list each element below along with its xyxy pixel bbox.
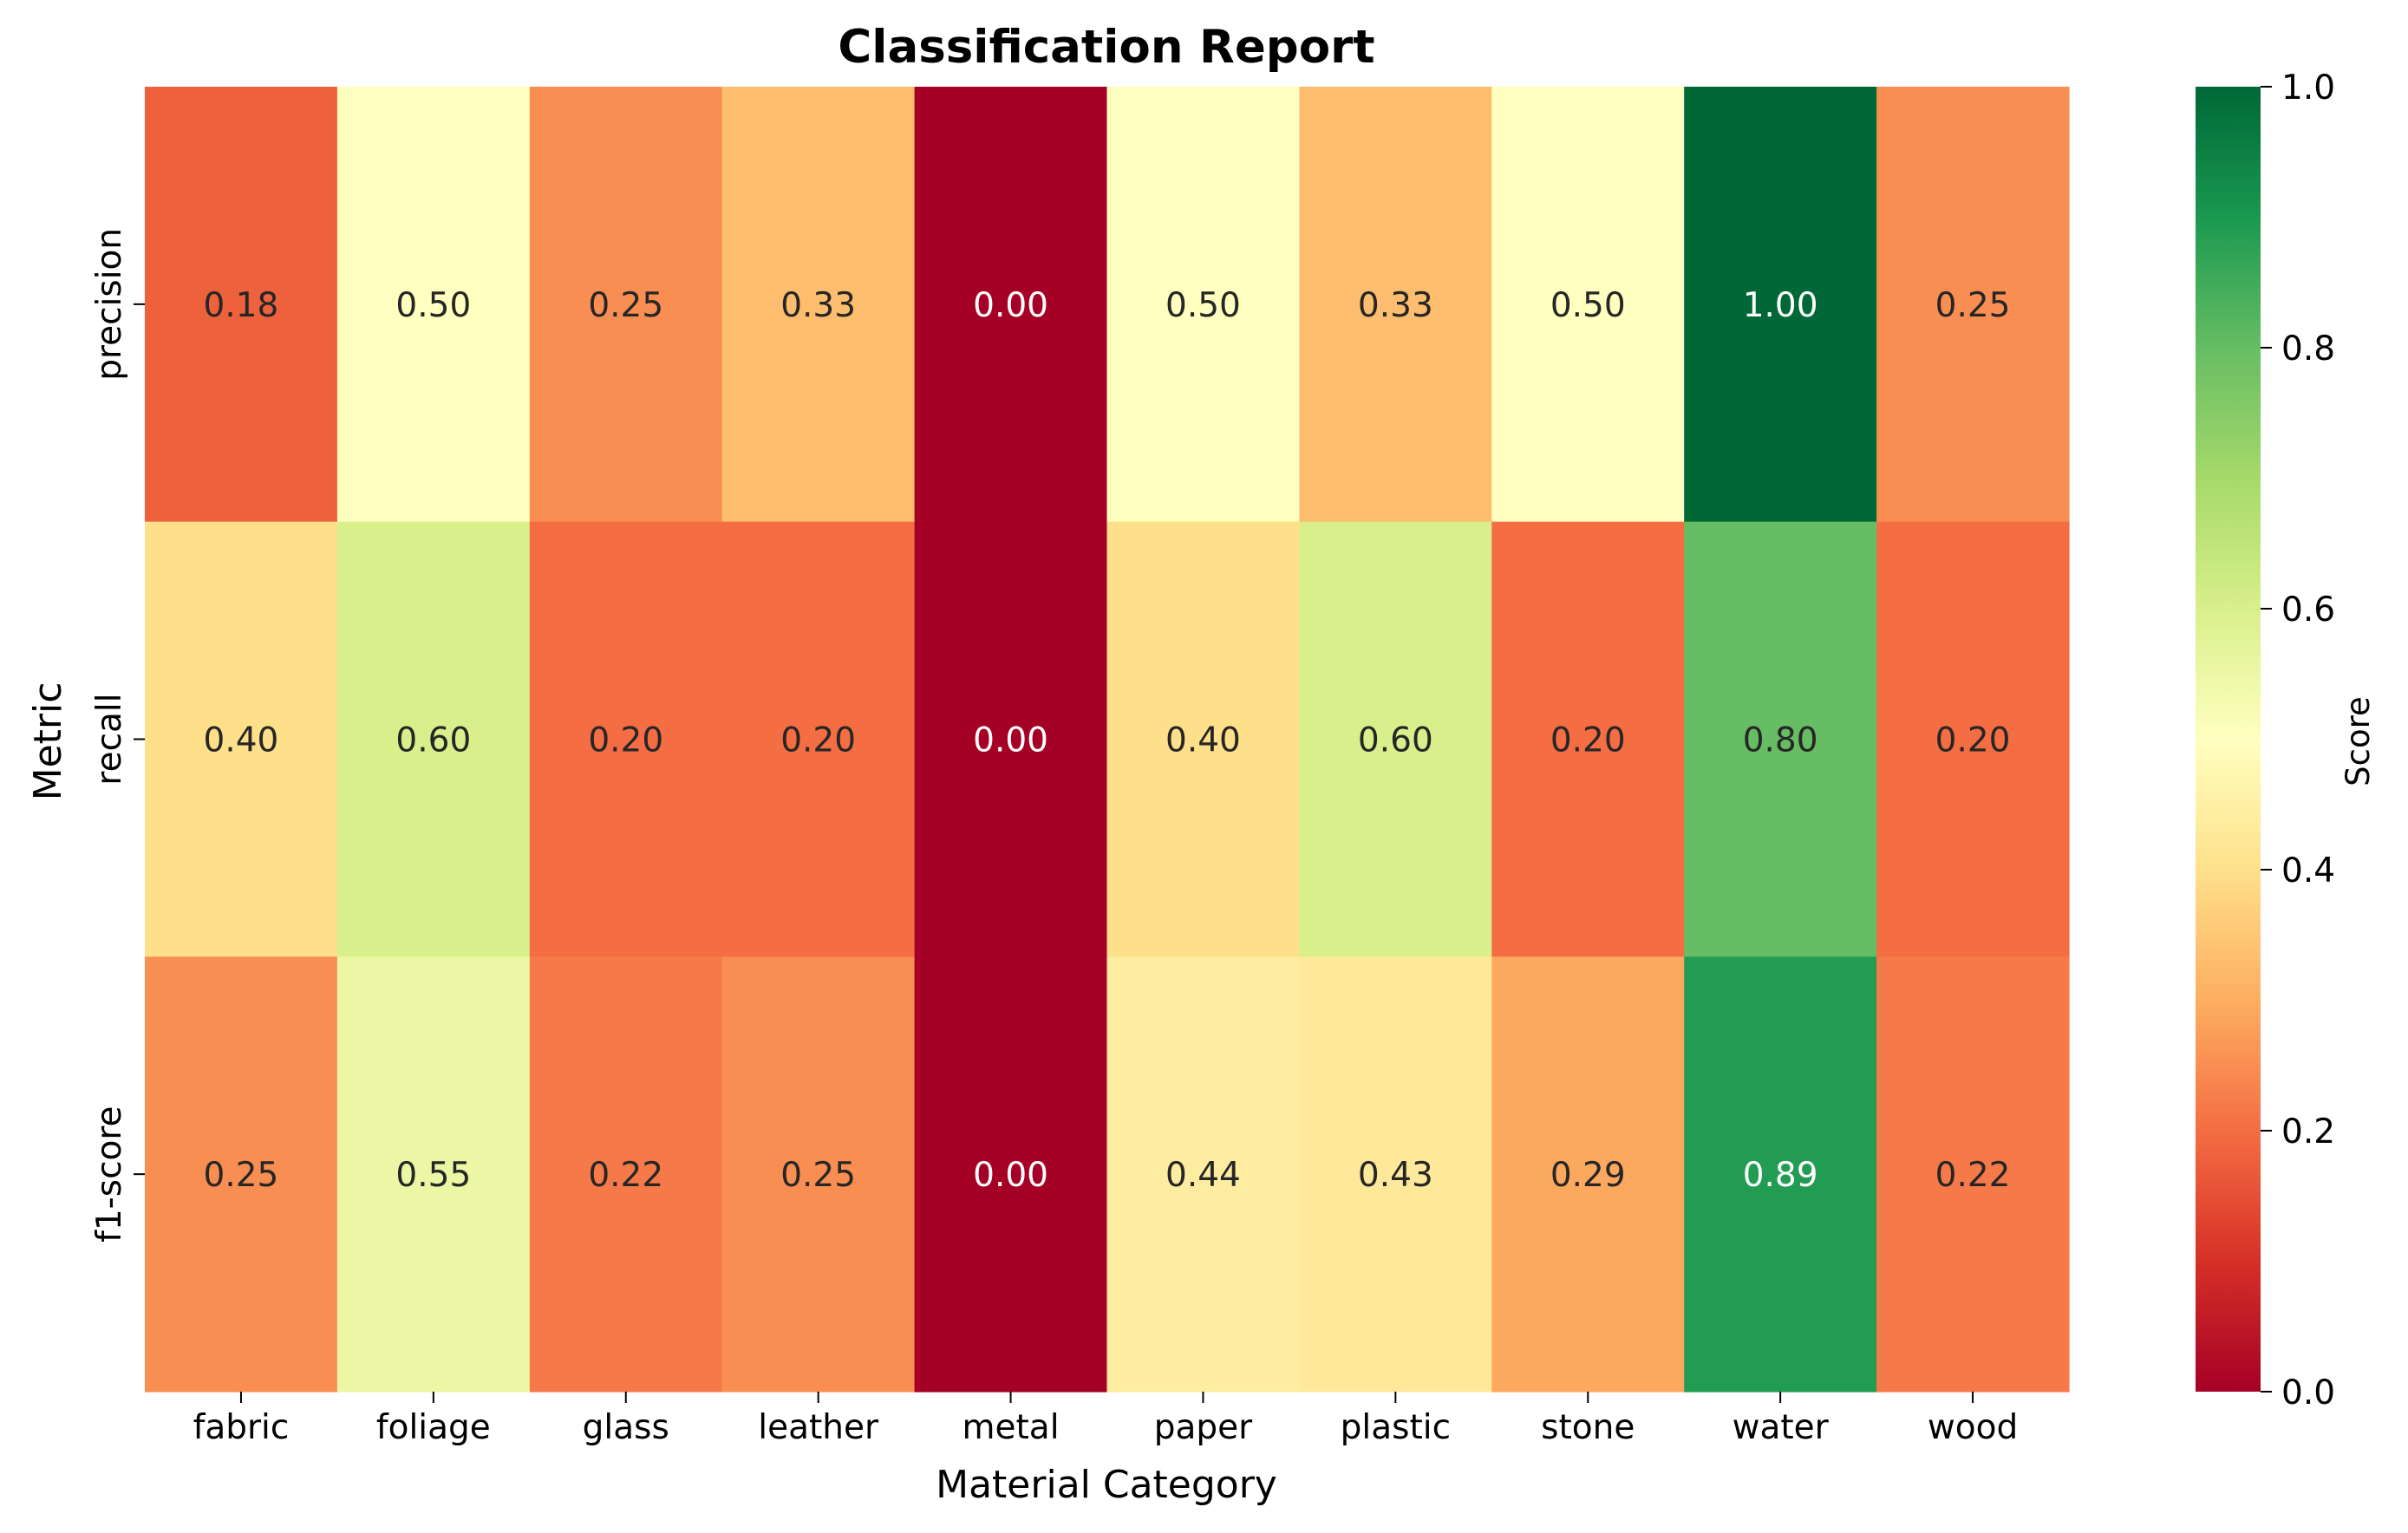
heatmap-cell-precision-metal xyxy=(914,87,1108,523)
x-tick-label: stone xyxy=(1541,1408,1635,1447)
colorbar-tick-label: 0.0 xyxy=(2281,1373,2335,1412)
heatmap-cell-recall-stone xyxy=(1491,521,1685,957)
x-tick-label: metal xyxy=(963,1408,1060,1447)
cell-label: 0.22 xyxy=(588,1156,663,1195)
heatmap-cells xyxy=(145,87,2070,1393)
heatmap-cell-recall-fabric xyxy=(145,521,338,957)
cell-label: 0.20 xyxy=(588,721,663,760)
x-tick-label: fabric xyxy=(193,1408,290,1447)
chart-title: Classification Report xyxy=(838,21,1374,74)
y-tick-label: precision xyxy=(90,228,129,381)
cell-label: 0.33 xyxy=(780,286,856,325)
heatmap-cell-f1-score-plastic xyxy=(1299,956,1492,1393)
cell-label: 0.20 xyxy=(780,721,856,760)
heatmap-cell-recall-plastic xyxy=(1299,521,1492,957)
cell-label: 0.00 xyxy=(973,1156,1048,1195)
heatmap-cell-recall-paper xyxy=(1106,521,1300,957)
cell-label: 0.00 xyxy=(973,721,1048,760)
cell-label: 0.60 xyxy=(395,721,471,760)
heatmap-cell-recall-foliage xyxy=(336,521,531,957)
heatmap-cell-precision-plastic xyxy=(1299,87,1492,523)
heatmap-cell-precision-stone xyxy=(1491,87,1685,523)
heatmap-cell-precision-wood xyxy=(1876,87,2070,523)
cell-label: 0.50 xyxy=(395,286,471,325)
heatmap-cell-f1-score-leather xyxy=(721,956,916,1393)
y-tick-label: f1-score xyxy=(90,1106,129,1242)
y-axis: precision recall f1-score xyxy=(90,228,145,1243)
cell-label: 0.50 xyxy=(1165,286,1241,325)
heatmap-cell-recall-metal xyxy=(914,521,1108,957)
heatmap-cell-recall-leather xyxy=(721,521,916,957)
x-tick-label: plastic xyxy=(1341,1408,1451,1447)
heatmap-cell-precision-glass xyxy=(529,87,723,523)
y-tick-label: recall xyxy=(90,693,129,785)
y-axis-label: Metric xyxy=(26,682,70,801)
x-tick-label: foliage xyxy=(376,1408,491,1447)
x-axis-label: Material Category xyxy=(936,1463,1277,1507)
cell-label: 0.20 xyxy=(1550,721,1626,760)
heatmap-cell-recall-glass xyxy=(529,521,723,957)
heatmap-cell-precision-fabric xyxy=(145,87,338,523)
heatmap-cell-recall-wood xyxy=(1876,521,2070,957)
cell-label: 0.18 xyxy=(204,286,279,325)
x-tick-label: leather xyxy=(758,1408,879,1447)
cell-label: 0.25 xyxy=(204,1156,279,1195)
cell-label: 1.00 xyxy=(1743,286,1818,325)
heatmap-cell-f1-score-water xyxy=(1684,956,1877,1393)
colorbar-tick-label: 0.6 xyxy=(2281,590,2335,630)
heatmap-cell-precision-water xyxy=(1684,87,1877,523)
heatmap-cell-precision-leather xyxy=(721,87,916,523)
colorbar-tick-label: 0.4 xyxy=(2281,851,2335,890)
colorbar-tick-label: 0.8 xyxy=(2281,329,2335,369)
heatmap-cell-precision-paper xyxy=(1106,87,1300,523)
x-axis: fabric foliage glass leather metal paper plast… xyxy=(193,1392,2018,1447)
colorbar-tick-label: 0.2 xyxy=(2281,1112,2335,1151)
x-tick-label: paper xyxy=(1154,1408,1253,1447)
heatmap-cell-f1-score-metal xyxy=(914,956,1108,1393)
x-tick-label: glass xyxy=(583,1408,669,1447)
cell-label: 0.22 xyxy=(1935,1156,2011,1195)
heatmap-cell-f1-score-foliage xyxy=(336,956,531,1393)
colorbar-tick-label: 1.0 xyxy=(2281,68,2335,108)
heatmap-cell-recall-water xyxy=(1684,521,1877,957)
cell-label: 0.40 xyxy=(1165,721,1241,760)
heatmap-cell-precision-foliage xyxy=(336,87,531,523)
cell-label: 0.89 xyxy=(1743,1156,1818,1195)
cell-label: 0.25 xyxy=(1935,286,2011,325)
colorbar-label: Score xyxy=(2339,696,2377,786)
cell-labels: 0.18 0.50 0.25 0.33 0.00 0.50 0.33 0.50 1.00 0.25… xyxy=(204,286,2011,1195)
heatmap-cell-f1-score-wood xyxy=(1876,956,2070,1393)
cell-label: 0.40 xyxy=(204,721,279,760)
cell-label: 0.25 xyxy=(588,286,663,325)
cell-label: 0.00 xyxy=(973,286,1048,325)
heatmap-cell-f1-score-glass xyxy=(529,956,723,1393)
cell-label: 0.33 xyxy=(1358,286,1433,325)
cell-label: 0.55 xyxy=(395,1156,471,1195)
x-tick-label: water xyxy=(1733,1408,1830,1447)
cell-label: 0.80 xyxy=(1743,721,1818,760)
x-tick-label: wood xyxy=(1928,1408,2018,1447)
cell-label: 0.29 xyxy=(1550,1156,1626,1195)
heatmap-cell-f1-score-stone xyxy=(1491,956,1685,1393)
cell-label: 0.43 xyxy=(1358,1156,1433,1195)
cell-label: 0.60 xyxy=(1358,721,1433,760)
cell-label: 0.44 xyxy=(1165,1156,1241,1195)
colorbar: 0.0 0.2 0.4 0.6 0.8 1.0 xyxy=(2196,68,2335,1412)
cell-label: 0.20 xyxy=(1935,721,2011,760)
heatmap-cell-f1-score-fabric xyxy=(145,956,338,1393)
cell-label: 0.25 xyxy=(780,1156,856,1195)
cell-label: 0.50 xyxy=(1550,286,1626,325)
heatmap-cell-f1-score-paper xyxy=(1106,956,1300,1393)
colorbar-gradient xyxy=(2196,87,2261,1392)
